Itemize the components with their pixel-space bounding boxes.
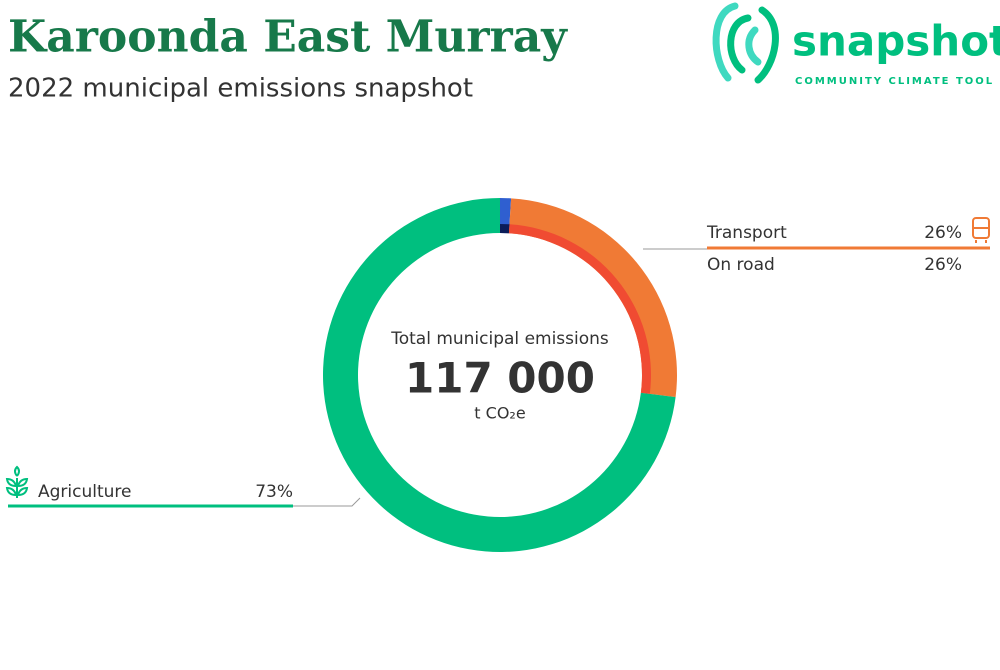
subtitle: 2022 municipal emissions snapshot xyxy=(8,74,473,104)
logo-name: snapshot xyxy=(792,17,1000,66)
logo-icon xyxy=(712,2,779,84)
title: Karoonda East Murray xyxy=(8,12,568,63)
subvalue-label: 26% xyxy=(924,255,962,275)
leader-line xyxy=(293,497,361,507)
donut-segment xyxy=(500,224,510,234)
unit: t CO₂e xyxy=(474,404,525,423)
bus-icon xyxy=(972,217,990,243)
value-label: 26% xyxy=(924,223,962,243)
logo-tagline: COMMUNITY CLIMATE TOOL xyxy=(795,76,994,87)
category-label: Agriculture xyxy=(38,482,132,502)
donut-segment xyxy=(508,198,677,398)
plant-icon xyxy=(5,465,29,498)
value-label: 73% xyxy=(255,482,293,502)
center-label: Total municipal emissions xyxy=(390,329,609,349)
total: 117 000 xyxy=(405,354,595,403)
category-label: Transport xyxy=(706,223,787,243)
subcategory-label: On road xyxy=(707,255,775,275)
